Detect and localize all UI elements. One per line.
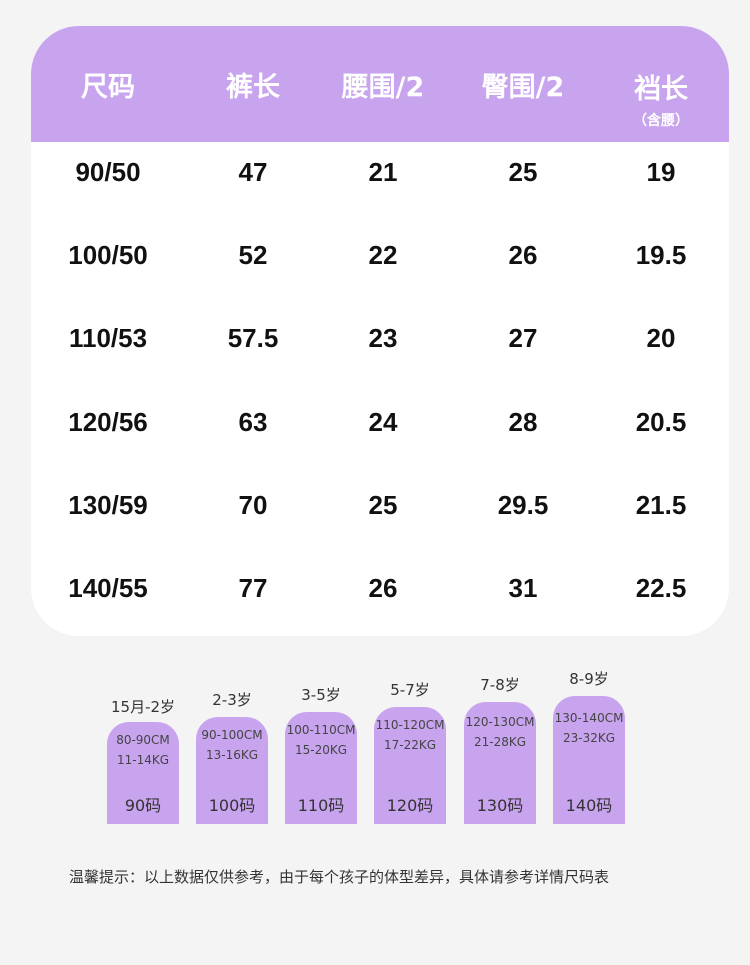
cell-pants-length: 47 <box>238 157 268 187</box>
cell-size: 90/50 <box>75 157 141 187</box>
weight-range: 11-14KG <box>116 753 170 767</box>
height-range: 130-140CM <box>554 711 624 725</box>
age-label: 5-7岁 <box>390 681 430 699</box>
cell-rise: 19.5 <box>635 240 687 270</box>
height-range: 80-90CM <box>116 733 170 747</box>
cell-size: 110/53 <box>68 323 148 353</box>
cell-hip: 26 <box>508 240 538 270</box>
size-table-card: 尺码 裤长 腰围/2 臀围/2 裆长 （含腰） 90/50 47 21 25 1… <box>31 26 729 636</box>
cell-pants-length: 70 <box>238 490 268 520</box>
cell-pants-length: 77 <box>238 573 268 603</box>
height-range: 120-130CM <box>465 715 535 729</box>
age-label: 3-5岁 <box>301 686 341 704</box>
cell-rise: 20 <box>646 323 676 353</box>
weight-range: 21-28KG <box>473 735 527 749</box>
header-label: 裤长 <box>226 71 280 103</box>
weight-range: 15-20KG <box>294 743 348 757</box>
cell-size: 130/59 <box>68 490 148 520</box>
age-label: 15月-2岁 <box>110 698 176 716</box>
cell-hip: 27 <box>508 323 538 353</box>
height-range: 110-120CM <box>375 718 445 732</box>
header-hip: 臀围/2 <box>482 26 565 142</box>
cell-waist: 25 <box>368 490 398 520</box>
height-range: 90-100CM <box>201 728 263 742</box>
cell-rise: 22.5 <box>635 573 687 603</box>
cell-waist: 23 <box>368 323 398 353</box>
table-header: 尺码 裤长 腰围/2 臀围/2 裆长 （含腰） <box>31 26 729 142</box>
cell-waist: 22 <box>368 240 398 270</box>
tip-text: 温馨提示：以上数据仅供参考，由于每个孩子的体型差异，具体请参考详情尺码表 <box>69 868 610 886</box>
table-row: 110/53 57.5 23 27 20 <box>31 318 729 358</box>
size-pill: 110-120CM 17-22KG 120码 <box>374 707 446 824</box>
cell-pants-length: 57.5 <box>227 323 279 353</box>
weight-range: 17-22KG <box>383 738 437 752</box>
cell-size: 120/56 <box>68 407 148 437</box>
age-label: 2-3岁 <box>212 691 252 709</box>
size-label: 100码 <box>208 796 256 815</box>
cell-hip: 31 <box>508 573 538 603</box>
size-label: 140码 <box>565 796 613 815</box>
cell-size: 140/55 <box>68 573 148 603</box>
size-pill: 90-100CM 13-16KG 100码 <box>196 717 268 824</box>
header-rise: 裆长 （含腰） <box>633 26 689 156</box>
table-row: 130/59 70 25 29.5 21.5 <box>31 485 729 525</box>
cell-pants-length: 63 <box>238 407 268 437</box>
size-label: 120码 <box>386 796 434 815</box>
cell-waist: 24 <box>368 407 398 437</box>
table-row: 100/50 52 22 26 19.5 <box>31 235 729 275</box>
size-pill: 100-110CM 15-20KG 110码 <box>285 712 357 824</box>
age-label: 7-8岁 <box>480 676 520 694</box>
cell-pants-length: 52 <box>238 240 268 270</box>
header-label: 臀围/2 <box>481 71 565 103</box>
height-range: 100-110CM <box>286 723 356 737</box>
header-sublabel: （含腰） <box>633 112 689 129</box>
size-label: 90码 <box>124 796 162 815</box>
cell-waist: 21 <box>368 157 398 187</box>
cell-hip: 28 <box>508 407 538 437</box>
cell-rise: 21.5 <box>635 490 687 520</box>
cell-rise: 19 <box>646 157 676 187</box>
header-pants-length: 裤长 <box>226 26 280 142</box>
header-label: 尺码 <box>81 71 135 103</box>
size-label: 130码 <box>476 796 524 815</box>
cell-size: 100/50 <box>68 240 148 270</box>
header-waist: 腰围/2 <box>342 26 425 142</box>
weight-range: 13-16KG <box>205 748 259 762</box>
table-row: 140/55 77 26 31 22.5 <box>31 568 729 608</box>
table-row: 120/56 63 24 28 20.5 <box>31 402 729 442</box>
header-label: 腰围/2 <box>341 71 425 103</box>
cell-hip: 25 <box>508 157 538 187</box>
header-label: 裆长 <box>634 73 688 105</box>
cell-waist: 26 <box>368 573 398 603</box>
header-size: 尺码 <box>81 26 135 142</box>
table-row: 90/50 47 21 25 19 <box>31 152 729 192</box>
weight-range: 23-32KG <box>562 731 616 745</box>
size-pill: 120-130CM 21-28KG 130码 <box>464 702 536 824</box>
size-label: 110码 <box>297 796 345 815</box>
cell-hip: 29.5 <box>497 490 549 520</box>
size-pill: 80-90CM 11-14KG 90码 <box>107 722 179 824</box>
cell-rise: 20.5 <box>635 407 687 437</box>
age-label: 8-9岁 <box>569 670 609 688</box>
size-pill: 130-140CM 23-32KG 140码 <box>553 696 625 824</box>
